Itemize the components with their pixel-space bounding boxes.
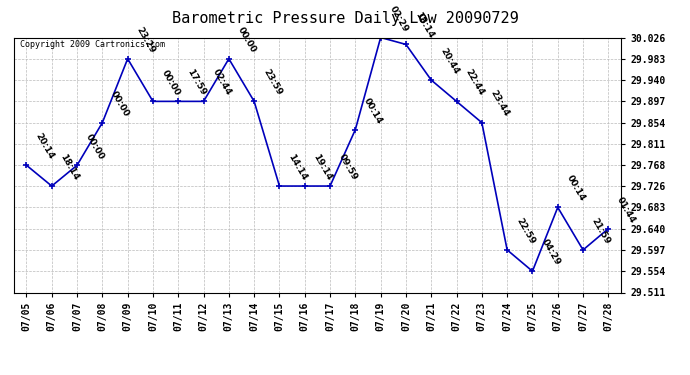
Text: 01:44: 01:44 bbox=[615, 195, 638, 225]
Text: 21:59: 21:59 bbox=[590, 216, 612, 246]
Text: 22:44: 22:44 bbox=[464, 68, 486, 97]
Text: 23:44: 23:44 bbox=[489, 89, 511, 118]
Text: 14:14: 14:14 bbox=[286, 152, 308, 182]
Text: 20:44: 20:44 bbox=[438, 46, 460, 76]
Text: 23:29: 23:29 bbox=[135, 25, 157, 55]
Text: 09:59: 09:59 bbox=[337, 153, 359, 182]
Text: 04:29: 04:29 bbox=[540, 238, 562, 267]
Text: Barometric Pressure Daily Low 20090729: Barometric Pressure Daily Low 20090729 bbox=[172, 11, 518, 26]
Text: 00:00: 00:00 bbox=[236, 26, 257, 55]
Text: 00:00: 00:00 bbox=[109, 90, 131, 118]
Text: 19:14: 19:14 bbox=[312, 152, 334, 182]
Text: 22:59: 22:59 bbox=[514, 216, 536, 246]
Text: 00:14: 00:14 bbox=[564, 174, 586, 203]
Text: 02:29: 02:29 bbox=[388, 4, 410, 33]
Text: 00:14: 00:14 bbox=[362, 96, 384, 125]
Text: 02:44: 02:44 bbox=[210, 68, 233, 97]
Text: 18:14: 18:14 bbox=[59, 153, 81, 182]
Text: Copyright 2009 Cartronics.com: Copyright 2009 Cartronics.com bbox=[20, 40, 165, 49]
Text: 00:00: 00:00 bbox=[160, 68, 181, 97]
Text: 17:59: 17:59 bbox=[185, 68, 208, 97]
Text: 20:14: 20:14 bbox=[33, 132, 55, 161]
Text: 00:00: 00:00 bbox=[84, 132, 106, 161]
Text: 18:14: 18:14 bbox=[413, 11, 435, 40]
Text: 23:59: 23:59 bbox=[261, 68, 284, 97]
